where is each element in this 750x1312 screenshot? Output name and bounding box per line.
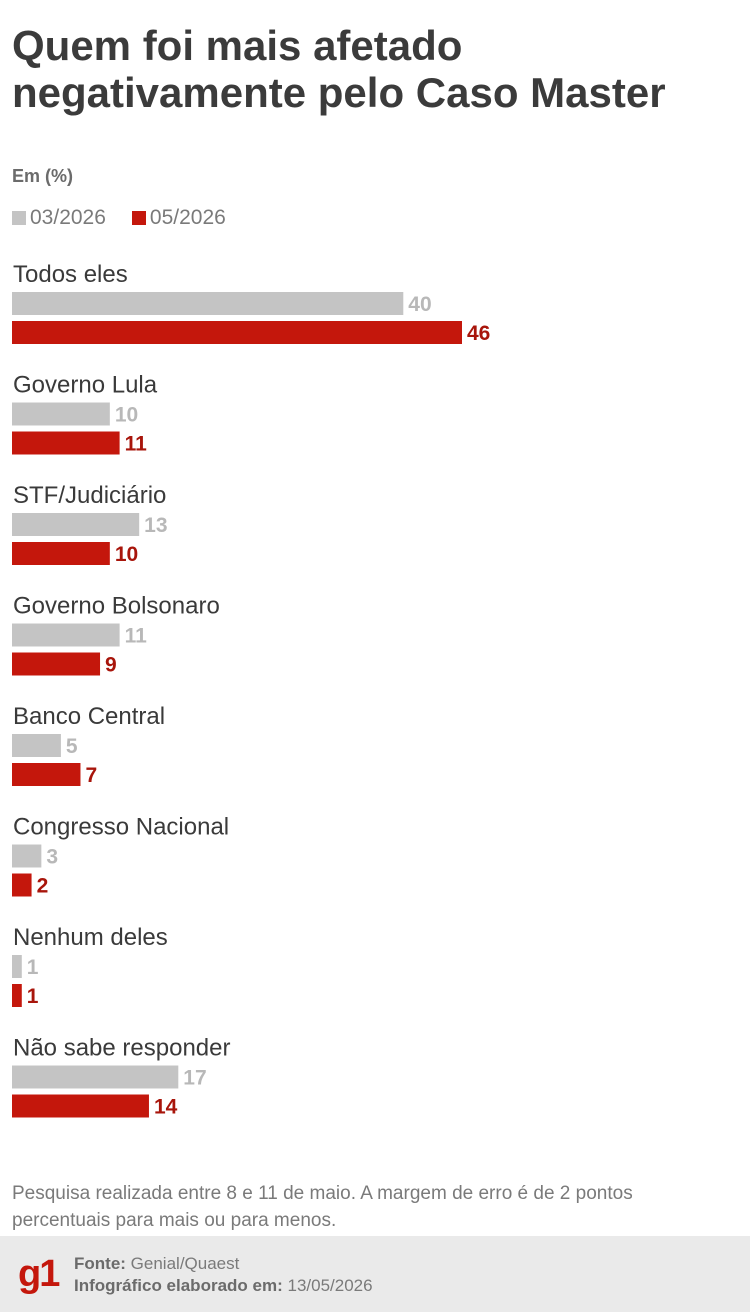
value-label-nao-sabe-responder-05-2026: 14 bbox=[154, 1096, 178, 1119]
value-label-stf-judiciario-05-2026: 10 bbox=[115, 543, 138, 566]
bar-congresso-nacional-05-2026 bbox=[12, 873, 32, 897]
date-line: Infográfico elaborado em: 13/05/2026 bbox=[74, 1275, 373, 1297]
category-label-governo-bolsonaro: Governo Bolsonaro bbox=[13, 593, 220, 620]
footer: g1 Fonte: Genial/Quaest Infográfico elab… bbox=[0, 1236, 750, 1312]
legend-label-may: 05/2026 bbox=[149, 206, 226, 229]
category-label-nao-sabe-responder: Não sabe responder bbox=[13, 1035, 230, 1062]
category-label-governo-lula: Governo Lula bbox=[13, 372, 158, 399]
chart-legend: 03/2026 05/2026 bbox=[12, 205, 252, 231]
value-label-nenhum-deles-03-2026: 1 bbox=[27, 956, 39, 979]
bar-banco-central-05-2026 bbox=[12, 763, 81, 786]
category-label-stf-judiciario: STF/Judiciário bbox=[13, 482, 166, 509]
bar-governo-lula-05-2026 bbox=[12, 431, 120, 455]
bar-banco-central-03-2026 bbox=[12, 734, 61, 757]
bar-congresso-nacional-03-2026 bbox=[12, 844, 42, 868]
value-label-governo-lula-03-2026: 10 bbox=[115, 404, 138, 427]
bar-governo-bolsonaro-05-2026 bbox=[12, 652, 101, 676]
bar-nao-sabe-responder-05-2026 bbox=[12, 1094, 149, 1118]
bar-stf-judiciario-05-2026 bbox=[12, 542, 110, 565]
value-label-banco-central-03-2026: 5 bbox=[66, 735, 78, 758]
bar-stf-judiciario-03-2026 bbox=[12, 513, 140, 536]
source-value: Genial/Quaest bbox=[130, 1254, 240, 1273]
value-label-governo-lula-05-2026: 11 bbox=[125, 433, 148, 456]
value-label-congresso-nacional-03-2026: 3 bbox=[46, 846, 58, 869]
g1-logo: g1 bbox=[18, 1253, 60, 1295]
date-value: 13/05/2026 bbox=[287, 1276, 373, 1295]
legend-label-march: 03/2026 bbox=[30, 206, 106, 229]
bar-todos-eles-03-2026 bbox=[12, 292, 404, 315]
source-label: Fonte: bbox=[74, 1254, 126, 1273]
chart-title: Quem foi mais afetado negativamente pelo… bbox=[12, 22, 666, 116]
legend-item-march: 03/2026 bbox=[12, 206, 106, 230]
value-label-todos-eles-05-2026: 46 bbox=[467, 322, 490, 345]
value-label-nenhum-deles-05-2026: 1 bbox=[27, 985, 39, 1008]
footnote: Pesquisa realizada entre 8 e 11 de maio.… bbox=[12, 1183, 633, 1231]
bar-governo-bolsonaro-03-2026 bbox=[12, 623, 120, 647]
source-block: Fonte: Genial/Quaest Infográfico elabora… bbox=[74, 1253, 373, 1297]
value-label-governo-bolsonaro-05-2026: 9 bbox=[105, 654, 117, 677]
category-label-congresso-nacional: Congresso Nacional bbox=[13, 814, 229, 841]
bar-nenhum-deles-03-2026 bbox=[12, 955, 22, 978]
value-label-governo-bolsonaro-03-2026: 11 bbox=[125, 625, 148, 648]
value-label-congresso-nacional-05-2026: 2 bbox=[37, 875, 49, 898]
value-label-nao-sabe-responder-03-2026: 17 bbox=[183, 1067, 206, 1090]
bar-nenhum-deles-05-2026 bbox=[12, 984, 22, 1007]
legend-swatch-may bbox=[131, 211, 146, 225]
legend-swatch-march bbox=[12, 211, 26, 225]
bar-nao-sabe-responder-03-2026 bbox=[12, 1065, 179, 1089]
category-label-banco-central: Banco Central bbox=[13, 703, 165, 730]
source-line: Fonte: Genial/Quaest bbox=[74, 1253, 373, 1275]
bar-todos-eles-05-2026 bbox=[12, 321, 462, 344]
value-label-banco-central-05-2026: 7 bbox=[85, 764, 97, 787]
category-label-nenhum-deles: Nenhum deles bbox=[13, 924, 168, 951]
chart-subtitle: Em (%) bbox=[12, 166, 74, 186]
legend-item-may: 05/2026 bbox=[131, 206, 226, 230]
value-label-todos-eles-03-2026: 40 bbox=[408, 293, 431, 316]
category-label-todos-eles: Todos eles bbox=[13, 261, 128, 288]
date-label: Infográfico elaborado em: bbox=[74, 1276, 283, 1295]
bar-governo-lula-03-2026 bbox=[12, 402, 110, 426]
value-label-stf-judiciario-03-2026: 13 bbox=[144, 514, 167, 537]
